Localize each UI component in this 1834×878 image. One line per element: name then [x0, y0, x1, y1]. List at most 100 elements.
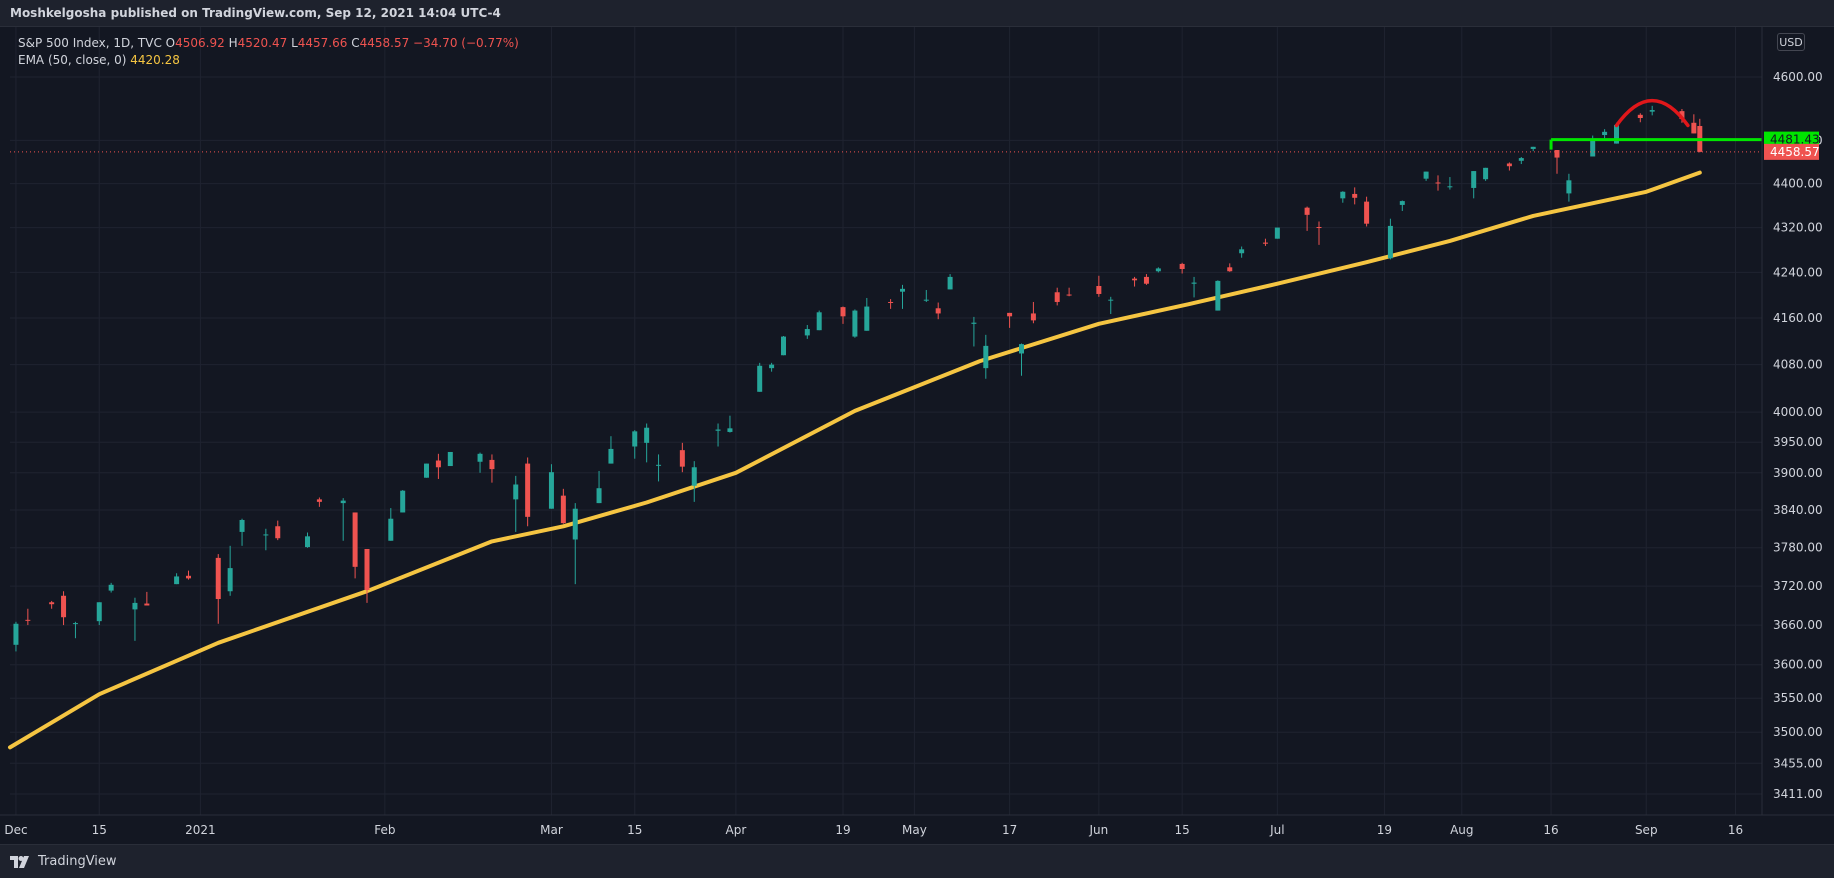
candle-body — [596, 488, 602, 504]
candle-body — [96, 602, 102, 622]
candle — [227, 545, 233, 596]
candle — [72, 621, 78, 639]
x-tick-label: May — [902, 823, 927, 837]
candle-body — [340, 500, 346, 504]
candle-body — [608, 448, 614, 464]
candle-body — [560, 495, 566, 524]
x-tick-label: Jul — [1269, 823, 1284, 837]
candles-layer — [13, 105, 1703, 652]
x-tick-label: Dec — [4, 823, 27, 837]
candle — [215, 554, 221, 624]
footer-bar: TradingView — [0, 844, 1834, 878]
candle-body — [435, 460, 441, 468]
candle — [61, 591, 67, 626]
candle-body — [513, 484, 519, 500]
candle-body — [400, 490, 406, 513]
candle — [715, 423, 721, 447]
candle-body — [679, 450, 685, 467]
candle-body — [1108, 299, 1114, 301]
candle-body — [1352, 193, 1358, 198]
candle-body — [1274, 227, 1280, 239]
candle — [1387, 218, 1393, 260]
candle-body — [477, 453, 483, 462]
candle — [96, 602, 102, 626]
candle — [864, 297, 870, 331]
candle-body — [1554, 150, 1560, 158]
open-value: 4506.92 — [175, 36, 225, 50]
candle — [1637, 113, 1643, 123]
candle-body — [1447, 186, 1453, 188]
candle-body — [61, 595, 67, 618]
candle — [983, 334, 989, 379]
candle — [352, 512, 358, 579]
candle — [275, 520, 281, 541]
candle — [691, 461, 697, 502]
x-tick-label: Aug — [1450, 823, 1473, 837]
x-tick-label: 2021 — [185, 823, 216, 837]
ohlc-legend-row: S&P 500 Index, 1D, TVC O4506.92 H4520.47… — [18, 35, 519, 52]
high-label: H — [228, 36, 238, 50]
candle-body — [1518, 158, 1524, 161]
candle — [447, 451, 453, 467]
tradingview-logo[interactable]: TradingView — [10, 854, 117, 869]
ema-label: EMA (50, close, 0) — [18, 53, 127, 67]
candle — [435, 453, 441, 479]
candle — [305, 532, 310, 548]
x-tick-label: 15 — [627, 823, 642, 837]
currency-button[interactable]: USD — [1777, 33, 1805, 51]
candle — [1649, 105, 1655, 116]
low-value: 4457.66 — [297, 36, 348, 50]
candle-body — [1387, 225, 1393, 259]
candle — [1155, 267, 1161, 273]
candle — [1143, 274, 1149, 285]
candle-body — [1637, 114, 1643, 119]
candle-body — [364, 548, 370, 590]
candle-body — [1262, 242, 1268, 244]
candle — [572, 503, 578, 585]
candle-body — [352, 512, 358, 567]
candle-body — [388, 518, 394, 541]
candle — [400, 490, 406, 513]
candle — [1471, 171, 1477, 199]
x-tick-label: Apr — [726, 823, 747, 837]
y-tick-label: 4400.00 — [1773, 177, 1823, 191]
candle — [923, 289, 929, 302]
candle-body — [1483, 167, 1489, 180]
open-label: O — [165, 36, 176, 50]
candle — [1066, 287, 1072, 297]
candle-body — [1143, 276, 1149, 284]
candle-body — [1179, 263, 1185, 269]
candle-body — [1435, 182, 1441, 184]
candle — [757, 362, 763, 392]
candle — [239, 518, 245, 546]
candle-body — [1423, 171, 1429, 179]
candle — [263, 528, 269, 551]
ema-value: 4420.28 — [130, 53, 180, 67]
candle-body — [174, 576, 180, 585]
candle — [144, 591, 150, 606]
candle-body — [49, 602, 55, 605]
candle-body — [715, 429, 721, 431]
candle-body — [1679, 111, 1685, 120]
y-tick-label: 3455.00 — [1773, 756, 1823, 770]
candle-body — [971, 322, 977, 324]
ema-line — [8, 170, 1702, 750]
candle-body — [864, 306, 870, 331]
tradingview-logo-icon — [10, 855, 29, 868]
candle-body — [656, 464, 662, 466]
candle-body — [727, 428, 733, 432]
candle — [1262, 238, 1268, 246]
x-tick-label: 15 — [1175, 823, 1190, 837]
time-axis: Dec 15 2021 Feb Mar 15 Apr 19 May 17 Jun 15 Jul 19 Aug… — [0, 814, 1834, 837]
x-tick-label: Sep — [1635, 823, 1658, 837]
candle-body — [947, 276, 953, 290]
candle — [1697, 118, 1703, 153]
candle — [1506, 162, 1512, 171]
candle — [49, 600, 55, 609]
candle — [25, 608, 31, 626]
top-arc — [1614, 99, 1690, 128]
candle-body — [816, 312, 822, 331]
y-tick-label: 3780.00 — [1773, 541, 1823, 555]
candle-body — [1602, 131, 1608, 136]
